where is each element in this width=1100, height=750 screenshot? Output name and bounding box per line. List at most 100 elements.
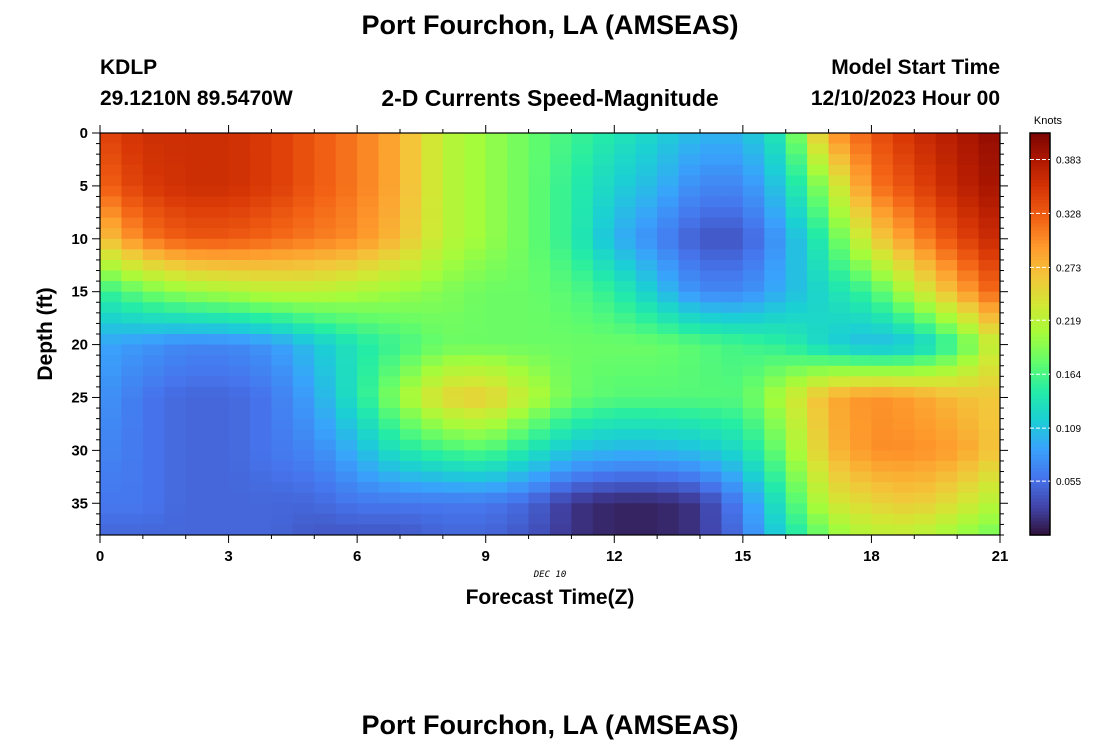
heatmap-cell — [142, 503, 165, 515]
colorbar-swatch — [1030, 240, 1050, 245]
heatmap-cell — [164, 302, 187, 314]
heatmap-cell — [335, 228, 358, 240]
heatmap-cell — [228, 524, 251, 535]
heatmap-cell — [807, 291, 830, 303]
colorbar-tick-label: 0.164 — [1056, 370, 1081, 381]
heatmap-cell — [571, 439, 594, 451]
heatmap-cell — [250, 503, 273, 515]
heatmap-cell — [807, 207, 830, 219]
heatmap-cell — [442, 344, 465, 356]
colorbar-swatch — [1030, 139, 1050, 144]
heatmap-cell — [292, 270, 315, 282]
heatmap-cell — [142, 386, 165, 399]
heatmap-cell — [914, 460, 937, 473]
heatmap-cell — [700, 439, 723, 451]
heatmap-cell — [764, 513, 787, 526]
heatmap-cell — [978, 291, 1000, 303]
heatmap-cell — [507, 185, 530, 198]
heatmap-cell — [142, 302, 165, 314]
heatmap-cell — [207, 207, 230, 219]
heatmap-cell — [271, 270, 294, 282]
heatmap-cell — [914, 302, 937, 314]
heatmap-cell — [764, 492, 787, 504]
heatmap-cell — [657, 513, 680, 526]
heatmap-cell — [164, 249, 187, 261]
colorbar-swatch — [1030, 514, 1050, 519]
heatmap-cell — [807, 217, 830, 229]
heatmap-cell — [400, 355, 423, 367]
colorbar-swatch — [1030, 488, 1050, 493]
heatmap-cell — [421, 228, 444, 240]
heatmap-cell — [614, 281, 637, 293]
heatmap-cell — [635, 365, 658, 377]
heatmap-cell — [828, 175, 851, 187]
heatmap-cell — [592, 503, 615, 515]
heatmap-cell — [357, 450, 380, 462]
heatmap-cell — [571, 133, 594, 145]
heatmap-cell — [914, 471, 937, 483]
heatmap-cell — [292, 217, 315, 229]
heatmap-cell — [678, 217, 701, 229]
heatmap-cell — [850, 513, 873, 526]
heatmap-cell — [635, 408, 658, 420]
heatmap-cell — [892, 524, 915, 535]
heatmap-cell — [442, 228, 465, 240]
heatmap-cell — [978, 270, 1000, 282]
heatmap-cell — [764, 482, 787, 494]
heatmap-cell — [700, 492, 723, 504]
heatmap-cell — [850, 143, 873, 155]
heatmap-cell — [100, 312, 123, 325]
heatmap-cell — [228, 270, 251, 282]
heatmap-cell — [592, 344, 615, 356]
heatmap-cell — [871, 196, 894, 208]
heatmap-cell — [678, 397, 701, 409]
heatmap-cell — [528, 175, 551, 187]
heatmap-cell — [742, 418, 765, 430]
heatmap-cell — [871, 291, 894, 303]
heatmap-cell — [828, 471, 851, 483]
heatmap-cell — [485, 270, 508, 282]
heatmap-cell — [935, 185, 958, 198]
heatmap-cell — [935, 281, 958, 293]
heatmap-cell — [914, 312, 937, 325]
colorbar-swatch — [1030, 501, 1050, 506]
heatmap-cell — [378, 482, 401, 494]
heatmap-cell — [442, 418, 465, 430]
heatmap-cell — [592, 196, 615, 208]
colorbar-swatch — [1030, 250, 1050, 255]
heatmap-cell — [850, 196, 873, 208]
heatmap-cell — [357, 460, 380, 473]
heatmap-cell — [828, 460, 851, 473]
heatmap-cell — [400, 259, 423, 272]
heatmap-cell — [785, 386, 808, 399]
heatmap-cell — [142, 344, 165, 356]
heatmap-cell — [121, 238, 144, 250]
heatmap-cell — [228, 471, 251, 483]
heatmap-cell — [721, 492, 744, 504]
heatmap-cell — [335, 291, 358, 303]
heatmap-cell — [550, 249, 573, 261]
heatmap-cell — [700, 376, 723, 388]
heatmap-cell — [400, 238, 423, 250]
heatmap-cell — [185, 482, 208, 494]
heatmap-cell — [742, 408, 765, 420]
heatmap-cell — [678, 281, 701, 293]
colorbar-swatch — [1030, 364, 1050, 369]
heatmap-cell — [185, 249, 208, 261]
heatmap-cell — [935, 524, 958, 535]
heatmap-cell — [228, 228, 251, 240]
heatmap-cell — [271, 249, 294, 261]
heatmap-cell — [207, 355, 230, 367]
heatmap-cell — [185, 513, 208, 526]
heatmap-cell — [785, 376, 808, 388]
heatmap-cell — [250, 492, 273, 504]
heatmap-cell — [228, 217, 251, 229]
heatmap-cell — [764, 429, 787, 441]
heatmap-cell — [335, 513, 358, 526]
colorbar-swatch — [1030, 494, 1050, 499]
heatmap-cell — [185, 376, 208, 388]
colorbar-label: Knots — [1034, 115, 1063, 127]
heatmap-cell — [250, 460, 273, 473]
heatmap-cell — [807, 482, 830, 494]
heatmap-cell — [442, 185, 465, 198]
